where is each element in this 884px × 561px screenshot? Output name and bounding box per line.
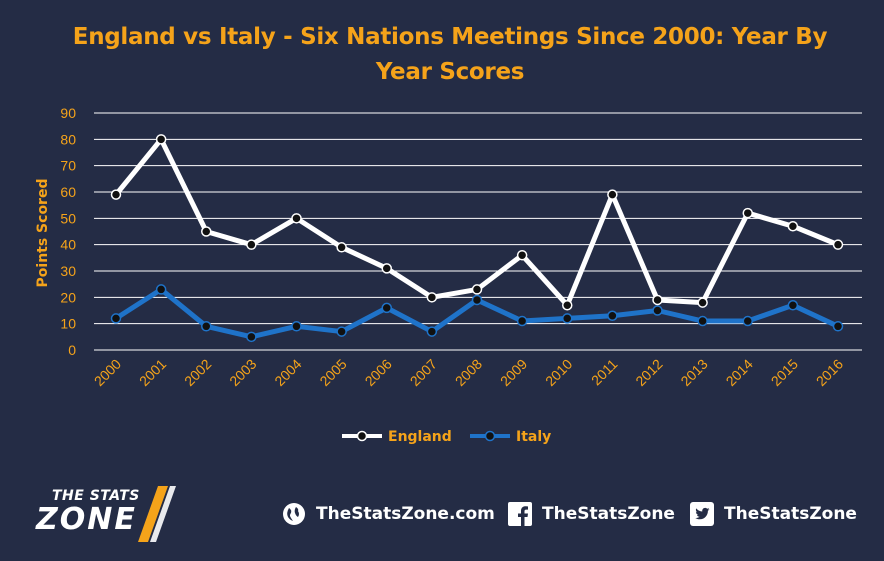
- y-tick-label: 70: [60, 158, 76, 174]
- data-point: [607, 310, 618, 322]
- x-axis-ticks: 2000 2001 2002 2003 2004 2005 2006 2007 2008 2009…: [91, 356, 846, 389]
- y-tick-label: 90: [60, 105, 76, 121]
- y-axis-title: Points Scored: [35, 179, 51, 288]
- data-point: [110, 189, 122, 200]
- data-point: [381, 302, 392, 314]
- legend-label: England: [388, 429, 452, 445]
- x-tick-label: 2013: [677, 356, 710, 389]
- data-point: [652, 305, 663, 316]
- data-point: [697, 315, 708, 327]
- data-point: [516, 249, 528, 261]
- y-tick-label: 80: [60, 131, 76, 147]
- x-tick-label: 2003: [226, 356, 259, 389]
- data-point: [562, 299, 573, 311]
- x-tick-label: 2010: [542, 356, 575, 389]
- y-tick-label: 10: [60, 316, 76, 332]
- x-tick-label: 2009: [497, 356, 530, 389]
- data-point: [787, 299, 799, 311]
- data-point: [742, 207, 753, 219]
- data-point: [652, 294, 663, 306]
- data-point: [291, 213, 302, 224]
- data-point: [426, 326, 438, 337]
- series-line: [114, 136, 839, 308]
- x-tick-label: 2004: [271, 356, 304, 389]
- data-point: [381, 263, 392, 274]
- legend-swatch-marker: [356, 430, 368, 442]
- data-point: [787, 220, 799, 232]
- x-tick-label: 2001: [136, 356, 169, 389]
- y-tick-label: 30: [60, 263, 76, 279]
- data-point: [562, 313, 573, 324]
- x-tick-label: 2000: [91, 356, 124, 389]
- data-point: [471, 294, 483, 306]
- twitter-icon: [690, 502, 714, 526]
- data-point: [471, 284, 483, 295]
- x-tick-label: 2011: [588, 356, 621, 389]
- facebook-link[interactable]: TheStatsZone: [508, 500, 675, 528]
- line-chart: 0 10 20 30 40 50 60 70 80 90 2000 2001 2002 2003 2004…: [35, 105, 862, 445]
- data-point: [426, 292, 438, 303]
- twitter-label: TheStatsZone: [724, 504, 857, 524]
- logo-text-top: THE STATS: [52, 488, 140, 504]
- y-tick-label: 40: [60, 237, 76, 253]
- x-tick-label: 2008: [452, 356, 485, 389]
- data-point: [336, 326, 347, 337]
- series-england: [110, 134, 844, 311]
- x-tick-label: 2014: [723, 356, 756, 389]
- x-tick-label: 2007: [407, 356, 440, 389]
- y-tick-label: 20: [60, 289, 76, 305]
- x-tick-label: 2015: [768, 356, 801, 389]
- data-point: [742, 315, 753, 327]
- series-italy: [110, 284, 844, 343]
- logo-text-bottom: ZONE: [36, 502, 137, 537]
- chart-title: England vs Italy - Six Nations Meetings …: [72, 24, 828, 85]
- legend-swatch-marker: [484, 430, 496, 442]
- data-point: [336, 242, 347, 253]
- data-point: [291, 321, 302, 332]
- website-label: TheStatsZone.com: [316, 504, 495, 524]
- data-point: [110, 313, 122, 324]
- data-point: [155, 134, 167, 145]
- twitter-link[interactable]: TheStatsZone: [690, 500, 857, 528]
- data-point: [155, 284, 167, 295]
- data-point: [697, 297, 708, 308]
- y-tick-label: 0: [68, 342, 76, 358]
- data-point: [201, 226, 212, 237]
- x-tick-label: 2002: [181, 356, 214, 389]
- data-point: [201, 321, 212, 332]
- data-point: [832, 239, 844, 250]
- logo-stripe-icon: [138, 486, 176, 542]
- legend-label: Italy: [516, 429, 551, 445]
- facebook-label: TheStatsZone: [542, 504, 675, 524]
- stats-zone-logo: THE STATS ZONE: [36, 486, 186, 544]
- data-point: [832, 321, 844, 332]
- y-tick-label: 50: [60, 210, 76, 226]
- x-tick-label: 2016: [813, 356, 846, 389]
- globe-icon: [283, 503, 305, 525]
- data-point: [246, 331, 257, 343]
- y-axis-ticks: 0 10 20 30 40 50 60 70 80 90: [60, 105, 76, 358]
- x-tick-label: 2012: [632, 356, 665, 389]
- data-series: [110, 134, 844, 343]
- footer: THE STATS ZONE TheStatsZone.com TheStats…: [0, 480, 884, 550]
- y-tick-label: 60: [60, 184, 76, 200]
- x-tick-label: 2006: [362, 356, 395, 389]
- data-point: [607, 189, 618, 200]
- website-link[interactable]: TheStatsZone.com: [282, 500, 495, 528]
- x-tick-label: 2005: [316, 356, 349, 389]
- facebook-icon: [508, 502, 532, 526]
- legend-item-england: England: [342, 429, 452, 445]
- data-point: [516, 315, 528, 327]
- legend-item-italy: Italy: [470, 429, 551, 445]
- legend: England Italy: [342, 429, 551, 445]
- data-point: [246, 239, 257, 250]
